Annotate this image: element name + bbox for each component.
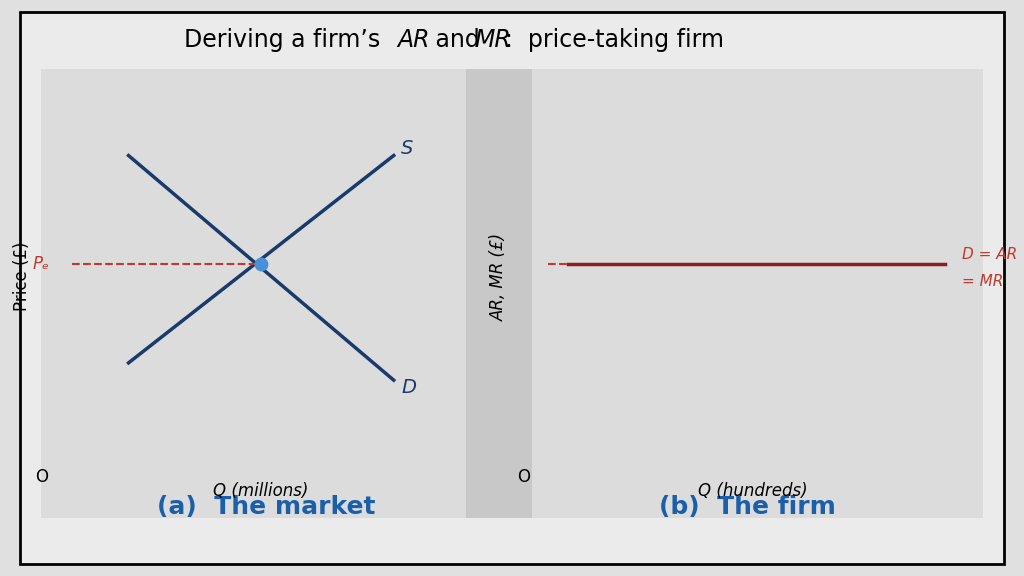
FancyBboxPatch shape [41,69,983,518]
Text: Q (millions): Q (millions) [213,482,309,500]
Text: (a)  The market: (a) The market [157,495,376,519]
Text: and: and [428,28,487,52]
Text: D = AR: D = AR [962,247,1017,262]
Text: D: D [401,378,417,396]
Text: O: O [517,468,529,486]
FancyBboxPatch shape [20,12,1004,564]
Text: Pₑ: Pₑ [32,255,49,274]
Text: AR, MR (£): AR, MR (£) [489,233,508,320]
Text: MR: MR [474,28,511,52]
Text: O: O [35,468,48,486]
Text: Price (£): Price (£) [13,242,32,311]
Text: S: S [401,139,414,158]
FancyBboxPatch shape [466,69,532,518]
Text: AR: AR [397,28,430,52]
Text: = MR: = MR [962,274,1002,289]
Text: (b)  The firm: (b) The firm [659,495,836,519]
Text: Q (hundreds): Q (hundreds) [697,482,808,500]
Text: Deriving a firm’s: Deriving a firm’s [184,28,388,52]
Text: :  price-taking firm: : price-taking firm [505,28,724,52]
